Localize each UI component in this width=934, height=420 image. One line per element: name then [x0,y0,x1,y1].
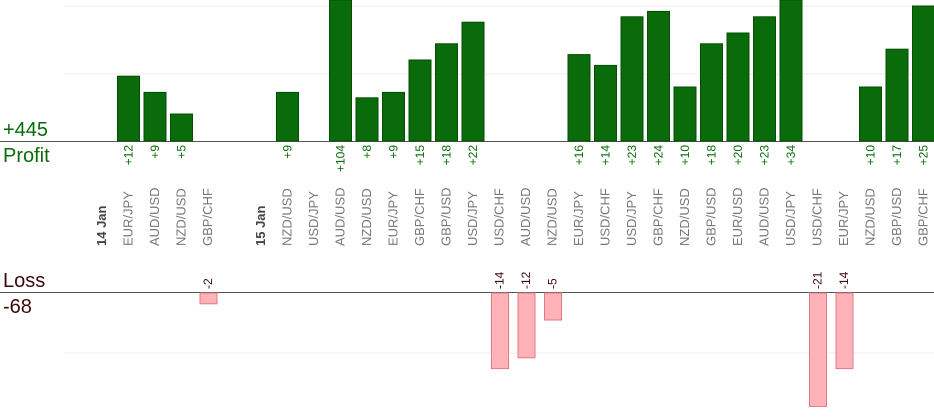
category-label: NZD/USD [545,188,560,246]
category-label: USD/JPY [465,191,480,246]
category-label: NZD/USD [174,188,189,246]
profit-value-label: +9 [148,145,162,159]
profit-value-label: +34 [784,145,798,166]
profit-value-label: +9 [387,145,401,159]
profit-value-label: +10 [678,145,692,166]
profit-bar [567,54,591,142]
profit-bar [276,91,299,142]
profit-bar [594,64,617,142]
day-label: 14 Jan [94,205,109,246]
profit-value-label: +5 [175,145,189,159]
category-label: GBP/CHF [412,188,427,246]
profit-bar [143,91,167,142]
category-label: GBP/USD [439,187,454,246]
category-label: USD/CHF [810,188,825,246]
profit-value-label: +104 [334,145,348,172]
profit-bar [170,113,193,142]
category-label: EUR/JPY [571,191,586,246]
profit-bar [726,32,750,142]
profit-value-label: +18 [705,145,719,166]
profit-value-label: +10 [864,145,878,166]
profit-value-label: +22 [466,145,480,166]
category-label: USD/CHF [492,188,507,246]
profit-value-label: +8 [360,145,374,159]
profit-value-label: +18 [440,145,454,166]
category-label: AUD/USD [757,187,772,246]
profit-bar [355,97,379,142]
category-label: AUD/USD [518,187,533,246]
category-label: USD/JPY [306,191,321,246]
loss-bar [517,292,536,359]
loss-value-label: -14 [837,271,851,289]
profit-value-label: +9 [281,145,295,159]
profit-bar [461,21,485,142]
category-label: GBP/CHF [651,188,666,246]
profit-value-label: +15 [413,145,427,166]
category-label: EUR/USD [730,187,745,246]
profit-bar [382,91,405,142]
profit-value-label: +17 [890,145,904,166]
profit-value-label: +23 [758,145,772,166]
category-label: USD/JPY [624,191,639,246]
profit-bar [779,0,803,142]
category-label: USD/JPY [783,191,798,246]
loss-value-label: -5 [546,278,560,289]
profit-value-label: +24 [652,145,666,166]
profit-value-label: +23 [625,145,639,166]
category-label: EUR/JPY [386,191,401,246]
profit-bar [408,59,432,142]
loss-bar [809,292,827,407]
profit-bar [647,10,670,142]
category-label: NZD/USD [359,188,374,246]
category-label: GBP/USD [889,187,904,246]
profit-bar [329,0,352,142]
loss-value-label: -21 [811,271,825,289]
category-label: AUD/USD [333,187,348,246]
category-label: USD/CHF [598,188,613,246]
profit-value-label: +16 [572,145,586,166]
profit-bar [859,86,882,142]
profit-bar [117,75,140,142]
loss-bar [835,292,854,370]
category-label: NZD/USD [677,188,692,246]
profit-bar [673,86,697,142]
loss-value-label: -2 [201,278,215,289]
category-label: EUR/JPY [121,191,136,246]
category-label: GBP/USD [704,187,719,246]
profit-total: +445 [3,119,49,141]
loss-bar [491,292,509,370]
profit-value-label: +14 [599,145,613,166]
profit-value-label: +12 [122,145,136,166]
profit-label: Profit [3,145,50,167]
profit-bar [435,43,458,142]
loss-bar [199,292,218,305]
profit-bar [753,16,776,142]
profit-bar [700,43,723,142]
category-label: NZD/USD [863,188,878,246]
loss-total: -68 [3,296,32,318]
loss-label: Loss [3,270,46,292]
day-label: 15 Jan [253,205,268,246]
category-label: GBP/CHF [916,188,931,246]
loss-bar [544,292,562,321]
profit-bar [885,48,909,142]
category-label: EUR/JPY [836,191,851,246]
category-label: NZD/USD [280,188,295,246]
category-label: GBP/CHF [200,188,215,246]
loss-value-label: -12 [519,271,533,289]
category-label: AUD/USD [147,187,162,246]
loss-value-label: -14 [493,271,507,289]
profit-value-label: +25 [917,145,931,166]
profit-value-label: +20 [731,145,745,166]
profit-bar [912,5,934,142]
profit-bar [620,16,644,142]
